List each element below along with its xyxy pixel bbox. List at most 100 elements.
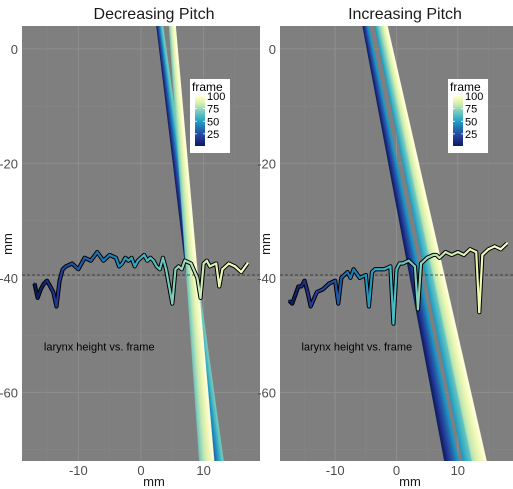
larynx-segment	[215, 262, 221, 288]
panel-increasing-pitch: larynx height vs. frame-10 0 100-20-40-60m…	[257, 6, 513, 489]
larynx-segment	[96, 250, 105, 262]
y-tick-label: -20	[257, 156, 276, 171]
larynx-segment	[190, 262, 199, 279]
larynx-segment	[161, 256, 168, 271]
x-tick-label: -10	[69, 463, 88, 478]
larynx-segment	[392, 268, 398, 325]
larynx-segment	[77, 256, 86, 271]
colorbar-tick-label: 25	[465, 129, 477, 141]
larynx-segment	[171, 268, 177, 305]
trace-line	[367, 26, 460, 461]
larynx-segment	[367, 271, 374, 308]
larynx-segment	[468, 248, 478, 254]
trace-lines	[362, 26, 487, 461]
larynx-segment	[337, 276, 343, 305]
larynx-segment	[321, 282, 331, 291]
y-axis-label: mm	[258, 233, 273, 255]
larynx-segment	[306, 291, 312, 308]
colorbar	[453, 96, 463, 146]
larynx-segment	[199, 262, 205, 299]
larynx-segment	[438, 250, 447, 259]
annotation-text: larynx height vs. frame	[44, 342, 155, 354]
colorbar-tick-label: 100	[207, 91, 225, 103]
larynx-segment	[36, 288, 42, 299]
x-tick-label: -10	[326, 463, 345, 478]
larynx-segment	[33, 282, 39, 299]
larynx-segment	[401, 259, 410, 265]
larynx-segment	[130, 256, 136, 268]
larynx-segment	[164, 268, 174, 305]
y-tick-label: 0	[269, 42, 276, 57]
larynx-segment	[183, 259, 193, 265]
larynx-segment	[221, 262, 230, 271]
colorbar-tick-label: 25	[207, 129, 219, 141]
larynx-segment	[407, 259, 416, 268]
legend-title: frame	[192, 80, 223, 94]
larynx-segment	[481, 248, 490, 257]
larynx-segment	[450, 250, 459, 257]
larynx-segment	[462, 248, 472, 257]
trace-line	[386, 26, 487, 461]
larynx-segment	[499, 242, 508, 251]
y-axis-label: mm	[0, 233, 15, 255]
y-tick-label: -60	[0, 385, 18, 400]
larynx-segment	[227, 262, 237, 268]
larynx-segment	[233, 265, 243, 274]
trace-lines	[156, 26, 224, 461]
larynx-segment	[291, 293, 297, 305]
y-tick-label: -40	[0, 271, 18, 286]
legend-title: frame	[450, 80, 481, 94]
larynx-segment	[352, 268, 361, 279]
x-tick-label: 10	[451, 463, 465, 478]
larynx-segment	[64, 262, 74, 268]
larynx-segment	[180, 259, 186, 271]
panel-decreasing-pitch: larynx height vs. frame-10 0 100-20-40-60m…	[0, 6, 260, 489]
chart-title: Increasing Pitch	[348, 6, 462, 23]
larynx-segment	[487, 245, 496, 251]
larynx-segment	[444, 250, 453, 257]
colorbar-tick-label: 75	[207, 104, 219, 116]
larynx-segment	[303, 279, 309, 294]
x-axis-label: mm	[143, 474, 165, 489]
colorbar-tick-label: 75	[465, 104, 477, 116]
colorbar-tick-label: 50	[207, 116, 219, 128]
x-tick-label: 0	[137, 463, 144, 478]
larynx-segment	[108, 253, 118, 259]
larynx-segment	[419, 256, 429, 265]
larynx-segment	[240, 262, 249, 274]
larynx-segment	[102, 253, 111, 262]
y-tick-label: -20	[0, 156, 18, 171]
larynx-segment	[416, 262, 423, 311]
x-axis-label: mm	[399, 474, 421, 489]
y-tick-label: -40	[257, 271, 276, 286]
larynx-segment	[58, 268, 64, 282]
larynx-segment	[493, 245, 502, 251]
larynx-series	[288, 242, 508, 325]
larynx-segment	[478, 253, 484, 314]
larynx-segment	[218, 268, 224, 288]
larynx-segment	[294, 285, 300, 297]
larynx-segment	[315, 288, 325, 294]
trace-line	[174, 26, 215, 461]
larynx-segment	[89, 250, 99, 262]
annotation-text: larynx height vs. frame	[301, 342, 412, 354]
y-tick-label: 0	[11, 42, 18, 57]
larynx-segment	[55, 279, 61, 308]
x-tick-label: 0	[393, 463, 400, 478]
larynx-segment	[426, 253, 435, 259]
chart-title: Decreasing Pitch	[94, 6, 215, 23]
x-tick-label: 10	[196, 463, 210, 478]
larynx-segment	[456, 250, 466, 257]
larynx-segment	[114, 256, 121, 268]
colorbar-tick-label: 50	[465, 116, 477, 128]
y-tick-label: -60	[257, 385, 276, 400]
colorbar-tick-label: 100	[465, 91, 483, 103]
larynx-series	[33, 250, 249, 308]
larynx-segment	[71, 262, 80, 271]
larynx-segment	[349, 268, 355, 279]
colorbar	[195, 96, 205, 146]
larynx-segment	[309, 291, 318, 308]
